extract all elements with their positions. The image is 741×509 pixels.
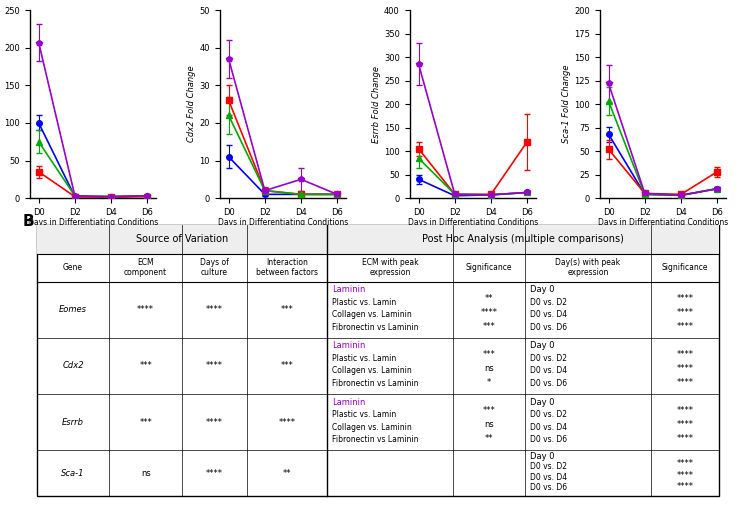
Text: *: * bbox=[487, 378, 491, 387]
Text: ECM
component: ECM component bbox=[124, 258, 167, 277]
Y-axis label: Eomes Fold Change: Eomes Fold Change bbox=[0, 63, 1, 146]
Text: D0 vs. D2: D0 vs. D2 bbox=[531, 354, 568, 363]
Text: ****: **** bbox=[279, 417, 296, 427]
Text: ****: **** bbox=[677, 420, 694, 429]
Text: ****: **** bbox=[677, 471, 694, 480]
Text: Day 0: Day 0 bbox=[531, 452, 555, 461]
Text: **: ** bbox=[485, 294, 494, 303]
Text: Laminin: Laminin bbox=[333, 398, 366, 407]
Text: Gene: Gene bbox=[63, 263, 83, 272]
Text: ***: *** bbox=[139, 361, 152, 371]
X-axis label: Days in Differentiating Conditions: Days in Differentiating Conditions bbox=[218, 218, 348, 227]
Text: ****: **** bbox=[206, 469, 223, 477]
Text: Collagen vs. Laminin: Collagen vs. Laminin bbox=[333, 310, 412, 319]
Text: Laminin: Laminin bbox=[333, 342, 366, 351]
Text: Day 0: Day 0 bbox=[531, 286, 555, 294]
Text: D0 vs. D4: D0 vs. D4 bbox=[531, 366, 568, 376]
Text: ****: **** bbox=[677, 406, 694, 415]
Text: Laminin: Laminin bbox=[333, 286, 366, 294]
Text: ****: **** bbox=[677, 322, 694, 331]
Y-axis label: Esrrb Fold Change: Esrrb Fold Change bbox=[372, 66, 381, 143]
Text: ****: **** bbox=[206, 361, 223, 371]
Text: ***: *** bbox=[482, 322, 496, 331]
Text: D0 vs. D2: D0 vs. D2 bbox=[531, 298, 568, 307]
Text: Plastic vs. Lamin: Plastic vs. Lamin bbox=[333, 410, 396, 419]
Text: Interaction
between factors: Interaction between factors bbox=[256, 258, 318, 277]
X-axis label: Days in Differentiating Conditions: Days in Differentiating Conditions bbox=[408, 218, 538, 227]
Text: Sca-1: Sca-1 bbox=[62, 469, 84, 477]
Text: B: B bbox=[23, 214, 34, 229]
Text: Significance: Significance bbox=[466, 263, 512, 272]
Text: Fibronectin vs Laminin: Fibronectin vs Laminin bbox=[333, 435, 419, 444]
Text: Day 0: Day 0 bbox=[531, 342, 555, 351]
Text: ****: **** bbox=[677, 294, 694, 303]
Text: D0 vs. D6: D0 vs. D6 bbox=[531, 323, 568, 332]
Text: Plastic vs. Lamin: Plastic vs. Lamin bbox=[333, 354, 396, 363]
Text: ECM with peak
expression: ECM with peak expression bbox=[362, 258, 419, 277]
Text: D0 vs. D6: D0 vs. D6 bbox=[531, 483, 568, 492]
Text: ***: *** bbox=[482, 350, 496, 359]
Text: ***: *** bbox=[281, 361, 293, 371]
Text: Source of Variation: Source of Variation bbox=[136, 235, 228, 244]
Text: Eomes: Eomes bbox=[59, 305, 87, 315]
Text: ****: **** bbox=[677, 434, 694, 443]
Text: Fibronectin vs Laminin: Fibronectin vs Laminin bbox=[333, 323, 419, 332]
Text: Plastic vs. Lamin: Plastic vs. Lamin bbox=[333, 298, 396, 307]
Text: ns: ns bbox=[484, 364, 494, 373]
Text: ***: *** bbox=[482, 406, 496, 415]
Text: Day 0: Day 0 bbox=[531, 398, 555, 407]
Text: ns: ns bbox=[484, 420, 494, 429]
Text: ****: **** bbox=[677, 378, 694, 387]
Text: D0 vs. D2: D0 vs. D2 bbox=[531, 462, 568, 471]
Text: ****: **** bbox=[677, 364, 694, 373]
Y-axis label: Sca-1 Fold Change: Sca-1 Fold Change bbox=[562, 65, 571, 144]
Text: ****: **** bbox=[206, 417, 223, 427]
Text: D0 vs. D4: D0 vs. D4 bbox=[531, 473, 568, 482]
Text: ****: **** bbox=[677, 483, 694, 491]
Text: ****: **** bbox=[677, 350, 694, 359]
Text: ****: **** bbox=[677, 459, 694, 468]
Text: Significance: Significance bbox=[662, 263, 708, 272]
Text: Collagen vs. Laminin: Collagen vs. Laminin bbox=[333, 422, 412, 432]
Text: Day(s) with peak
expression: Day(s) with peak expression bbox=[556, 258, 620, 277]
Text: ****: **** bbox=[677, 308, 694, 317]
Text: D0 vs. D6: D0 vs. D6 bbox=[531, 379, 568, 388]
Text: ***: *** bbox=[139, 417, 152, 427]
Text: Post Hoc Analysis (multiple comparisons): Post Hoc Analysis (multiple comparisons) bbox=[422, 235, 624, 244]
Text: ****: **** bbox=[480, 308, 497, 317]
X-axis label: Days in Differentiating Conditions: Days in Differentiating Conditions bbox=[28, 218, 158, 227]
Text: ****: **** bbox=[206, 305, 223, 315]
Text: ****: **** bbox=[137, 305, 154, 315]
Text: Fibronectin vs Laminin: Fibronectin vs Laminin bbox=[333, 379, 419, 388]
X-axis label: Days in Differentiating Conditions: Days in Differentiating Conditions bbox=[598, 218, 728, 227]
Text: **: ** bbox=[485, 434, 494, 443]
Text: ***: *** bbox=[281, 305, 293, 315]
Text: Days of
culture: Days of culture bbox=[200, 258, 229, 277]
Text: D0 vs. D4: D0 vs. D4 bbox=[531, 422, 568, 432]
Text: D0 vs. D6: D0 vs. D6 bbox=[531, 435, 568, 444]
Text: D0 vs. D2: D0 vs. D2 bbox=[531, 410, 568, 419]
Text: **: ** bbox=[283, 469, 291, 477]
Text: D0 vs. D4: D0 vs. D4 bbox=[531, 310, 568, 319]
Text: Cdx2: Cdx2 bbox=[62, 361, 84, 371]
Text: ns: ns bbox=[141, 469, 150, 477]
Text: Esrrb: Esrrb bbox=[62, 417, 84, 427]
Y-axis label: Cdx2 Fold Change: Cdx2 Fold Change bbox=[187, 66, 196, 143]
Text: Collagen vs. Laminin: Collagen vs. Laminin bbox=[333, 366, 412, 376]
